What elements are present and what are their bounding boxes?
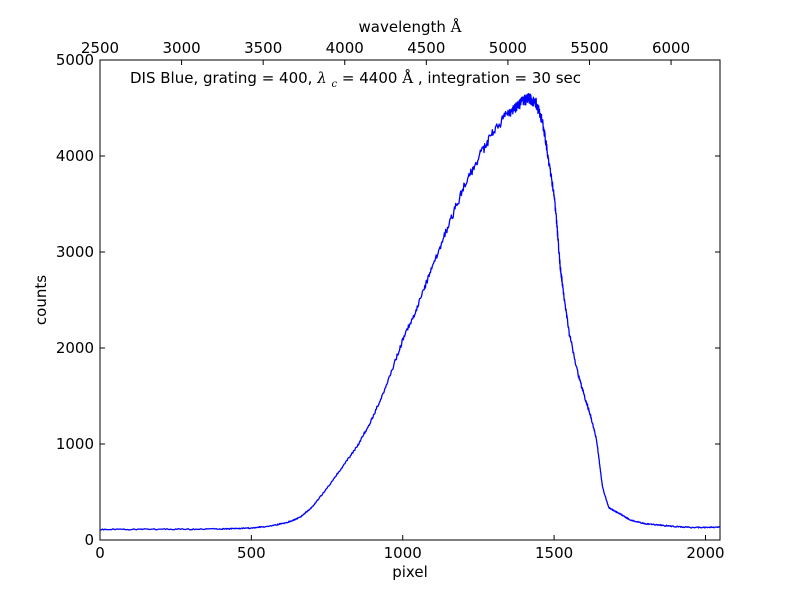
- top-x-tick-label: 3500: [244, 39, 282, 57]
- annotation-prefix: DIS Blue, grating = 400,: [130, 69, 317, 87]
- annotation-suffix: , integration = 30 sec: [418, 69, 581, 87]
- x-tick-label: 1500: [535, 544, 573, 562]
- plot-frame: [99, 59, 721, 541]
- x-tick-label: 2000: [686, 544, 724, 562]
- top-x-tick-label: 5000: [489, 39, 527, 57]
- x-tick-label: 500: [237, 544, 266, 562]
- y-tick-label: 1000: [56, 435, 94, 453]
- y-tick-label: 4000: [56, 147, 94, 165]
- top-x-tick-label: 3000: [162, 39, 200, 57]
- top-x-tick-label: 2500: [81, 39, 119, 57]
- annotation-lambda-subscript: c: [332, 79, 338, 90]
- annotation-middle: = 4400: [342, 69, 398, 87]
- annotation-angstrom: Å: [401, 69, 413, 87]
- spectrum-line: [99, 92, 721, 531]
- top-axis-label-unit: Å: [450, 18, 462, 36]
- ticks-layer: 0 500 1000 1500 2000010002000300040005000250…: [56, 39, 725, 562]
- top-x-tick-label: 5500: [570, 39, 608, 57]
- y-tick-label: 3000: [56, 243, 94, 261]
- labels-layer: pixel counts wavelength Å DIS Blue, grat…: [32, 18, 581, 581]
- x-tick-label: 0: [95, 544, 105, 562]
- top-axis-label-text: wavelength: [359, 18, 451, 36]
- y-tick-label: 5000: [56, 51, 94, 69]
- top-x-tick-label: 6000: [652, 39, 690, 57]
- y-tick-label: 0: [84, 531, 94, 549]
- annotation-text: DIS Blue, grating = 400, λ c = 4400 Å , …: [130, 69, 581, 91]
- x-axis-label: pixel: [392, 563, 428, 581]
- top-axis-label: wavelength Å: [359, 18, 462, 36]
- top-x-tick-label: 4000: [326, 39, 364, 57]
- annotation-lambda: λ: [316, 69, 327, 87]
- x-tick-label: 1000: [384, 544, 422, 562]
- series-layer: [99, 92, 721, 531]
- y-axis-label: counts: [32, 275, 50, 325]
- top-x-tick-label: 4500: [407, 39, 445, 57]
- y-tick-label: 2000: [56, 339, 94, 357]
